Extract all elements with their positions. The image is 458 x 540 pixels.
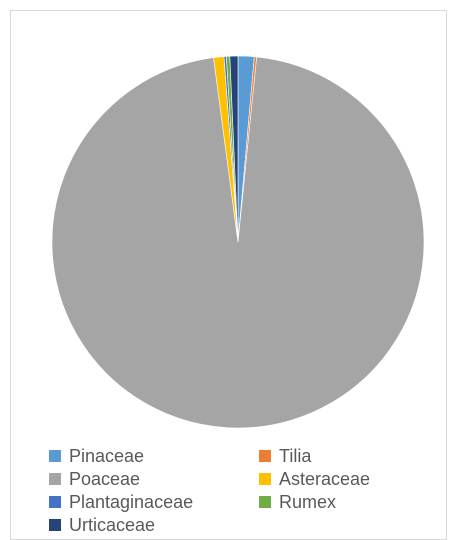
legend-item-tilia: Tilia (259, 445, 439, 467)
chart-legend: Pinaceae Tilia Poaceae Asteraceae Plantagina… (49, 445, 439, 536)
legend-swatch (259, 496, 271, 508)
legend-label: Poaceae (69, 469, 141, 489)
legend-label: Rumex (279, 492, 337, 512)
legend-item-pinaceae: Pinaceae (49, 445, 259, 467)
legend-item-plantaginaceae: Plantaginaceae (49, 491, 259, 513)
legend-item-asteraceae: Asteraceae (259, 468, 439, 490)
legend-label: Plantaginaceae (69, 492, 194, 512)
legend-swatch (49, 519, 61, 531)
legend-label: Urticaceae (69, 515, 156, 535)
legend-label: Pinaceae (69, 446, 145, 466)
pie-slice-urticaceae (229, 55, 239, 243)
legend-item-urticaceae: Urticaceae (49, 514, 259, 536)
pie-slice-poaceae (51, 56, 425, 429)
legend-swatch (49, 496, 61, 508)
legend-item-poaceae: Poaceae (49, 468, 259, 490)
legend-swatch (49, 473, 61, 485)
legend-label: Tilia (279, 446, 312, 466)
legend-item-rumex: Rumex (259, 491, 439, 513)
pie-chart (51, 55, 425, 429)
legend-swatch (259, 450, 271, 462)
legend-swatch (259, 473, 271, 485)
legend-label: Asteraceae (279, 469, 371, 489)
legend-swatch (49, 450, 61, 462)
chart-area: Pinaceae Tilia Poaceae Asteraceae Plantagina… (10, 10, 447, 540)
